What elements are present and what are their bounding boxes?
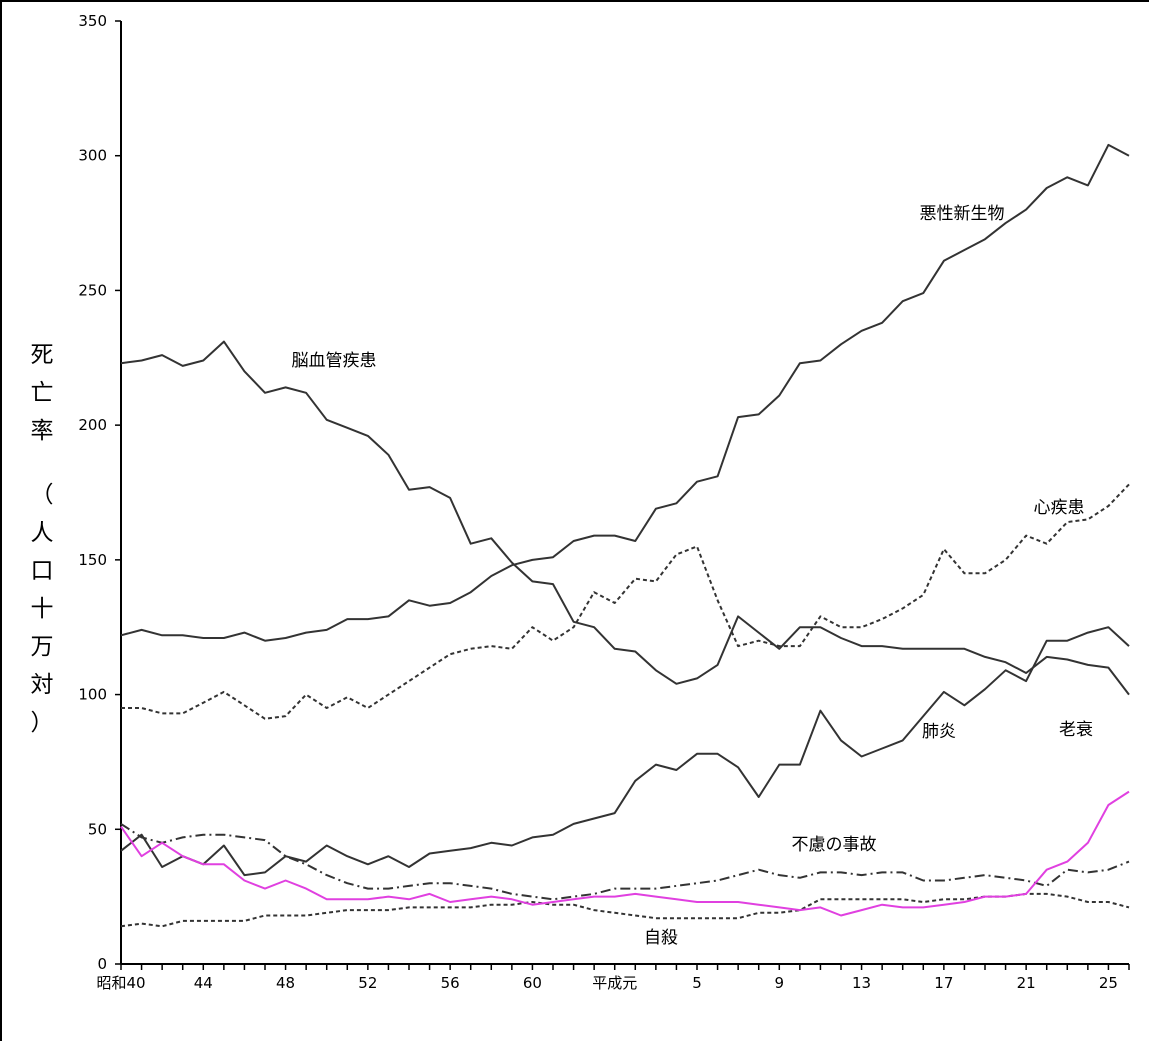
y-axis-label-main: 死亡率 [22,336,62,450]
y-axis-label-char: 率 [30,418,54,444]
x-tick-label: 60 [523,974,542,992]
y-axis-label-char: 死 [30,342,54,368]
series-line [120,790,1130,917]
y-axis-unit-char: 口 [30,558,54,584]
series-line [120,892,1130,928]
y-tick-label: 0 [97,955,107,973]
series-annotation: 老衰 [1059,720,1093,740]
y-axis-unit-char: （ [30,482,54,508]
y-axis-unit-char: ） [30,710,54,736]
series-annotation: 脳血管疾患 [292,351,377,371]
y-axis-label-unit: （ 人口十万対 ） [22,476,62,742]
series-line [120,823,1130,901]
axes: 0 50 100 150 200 250 300 350 昭和40 44 48 52 56 60 平成元 5 9… [78,12,1130,992]
series-annotation: 肺炎 [922,722,956,742]
x-tick-label: 昭和40 [96,974,145,992]
series-annotation: 心疾患 [1034,498,1085,518]
y-axis-unit-char: 人 [30,520,54,546]
x-tick-label: 48 [276,974,295,992]
series-line [120,626,1130,877]
y-tick-label: 100 [78,686,107,704]
x-tick-label: 17 [934,974,953,992]
y-axis-label: 死亡率 （ 人口十万対 ） [22,336,62,742]
series-line [120,143,1130,642]
x-tick-label: 44 [194,974,213,992]
series-line [121,483,1130,720]
y-axis-unit-char: 十 [30,596,54,622]
series-annotation: 不慮の事故 [792,835,877,855]
x-tick-label: 平成元 [592,974,637,992]
y-axis-unit-char: 万 [30,634,54,660]
x-tick-label: 52 [358,974,377,992]
y-axis-label-char: 亡 [30,380,54,406]
x-tick-label: 21 [1017,974,1036,992]
x-tick-label: 56 [441,974,460,992]
x-tick-label: 5 [692,974,702,992]
series-annotation: 悪性新生物 [920,204,1005,224]
x-tick-label: 25 [1099,974,1118,992]
y-tick-label: 300 [78,147,107,165]
x-tick-label: 9 [775,974,785,992]
y-tick-label: 200 [78,416,107,434]
y-tick-label: 150 [78,551,107,569]
y-tick-label: 250 [78,281,107,299]
series-layer [120,143,1130,928]
series-annotation: 自殺 [644,928,678,948]
series-line [120,340,1130,696]
y-tick-label: 350 [78,12,107,30]
y-axis-unit-char: 対 [30,672,54,698]
y-tick-label: 50 [88,820,107,838]
x-tick-label: 13 [852,974,871,992]
